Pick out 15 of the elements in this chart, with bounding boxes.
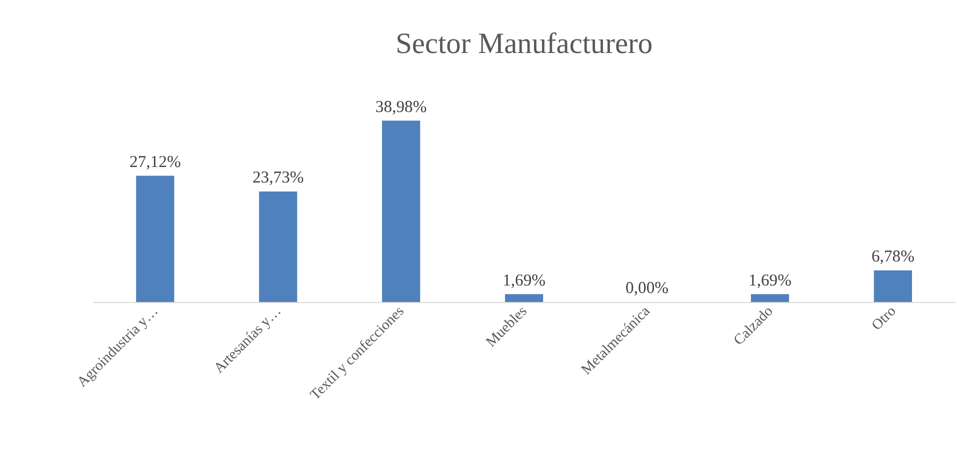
chart-title: Sector Manufacturero — [396, 28, 653, 60]
data-label: 1,69% — [748, 270, 792, 290]
data-label: 1,69% — [502, 270, 546, 290]
bar — [136, 176, 174, 302]
data-label: 27,12% — [129, 152, 181, 171]
bar — [874, 270, 912, 302]
data-label: 23,73% — [252, 168, 304, 187]
data-label: 0,00% — [626, 278, 669, 298]
bar — [504, 294, 544, 302]
x-tick-label: Otro — [868, 303, 900, 334]
data-label: 38,98% — [375, 96, 427, 116]
data-label: 6,78% — [871, 246, 915, 266]
bar — [750, 294, 790, 302]
bar — [382, 120, 420, 302]
bar — [259, 192, 298, 302]
